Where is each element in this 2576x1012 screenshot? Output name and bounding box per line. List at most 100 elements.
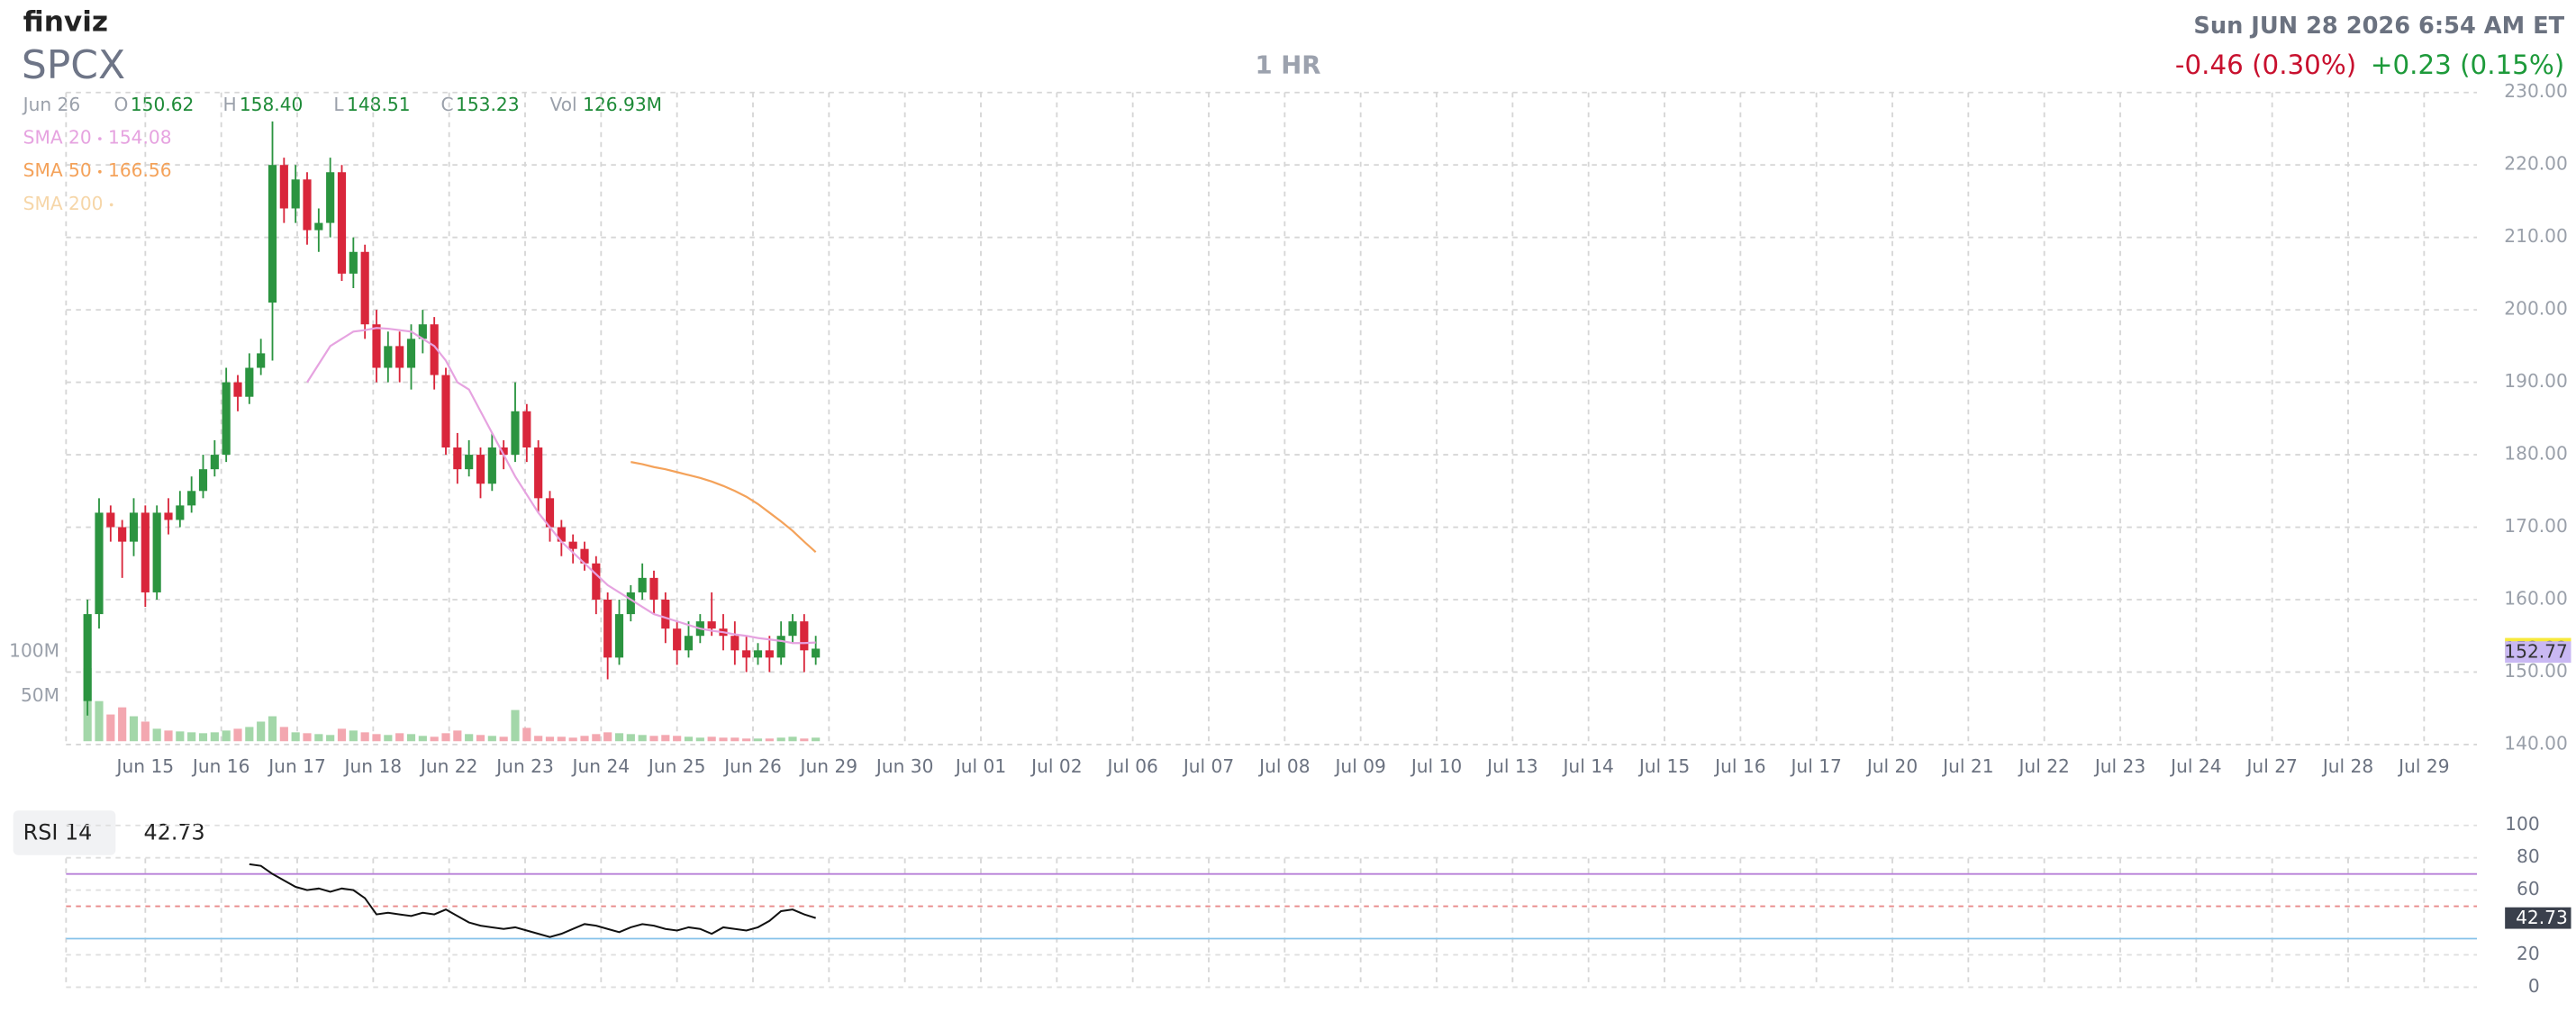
sma-legend-value: 166.56: [108, 159, 172, 181]
volume-bar: [568, 737, 577, 742]
volume-bar: [326, 735, 335, 742]
candle-body: [800, 621, 809, 651]
y-tick-label: 0: [2528, 975, 2540, 997]
candle-body: [210, 455, 219, 470]
datetime: Sun JUN 28 2026 6:54 AM ET: [2193, 13, 2564, 40]
x-tick-label: Jun 24: [571, 755, 630, 777]
x-tick-label: Jun 29: [799, 755, 858, 777]
volume-bar: [800, 738, 809, 742]
candle-body: [268, 165, 277, 303]
x-tick-label: Jul 28: [2321, 755, 2373, 777]
candle-body: [592, 563, 601, 600]
candle-body: [812, 648, 821, 658]
candle-body: [487, 447, 496, 484]
volume-bar: [337, 728, 347, 742]
legend-separator: [98, 137, 102, 140]
candle-body: [476, 455, 485, 484]
rsi-badge: [2505, 907, 2571, 929]
candle-body: [430, 324, 439, 375]
candle-body: [372, 324, 381, 368]
volume-bar: [176, 731, 185, 742]
candle-body: [649, 577, 658, 600]
sma-legend-name: SMA 50: [23, 159, 92, 181]
volume-bar: [406, 734, 416, 742]
candle-body: [384, 346, 393, 368]
candle-body: [360, 251, 369, 325]
volume-bar: [580, 736, 589, 742]
volume-bar: [776, 737, 785, 742]
x-tick-label: Jul 24: [2169, 755, 2221, 777]
x-tick-label: Jun 16: [191, 755, 250, 777]
x-tick-label: Jul 15: [1637, 755, 1690, 777]
y-tick-label: 160.00: [2504, 587, 2568, 609]
candle-body: [511, 411, 520, 456]
candle-body: [83, 614, 92, 701]
volume-bar: [430, 736, 439, 742]
timeframe[interactable]: 1 HR: [1256, 50, 1321, 79]
volume-bar: [314, 734, 323, 742]
volume-bar: [557, 736, 566, 742]
candle-body: [418, 324, 427, 339]
y-tick-label: 180.00: [2504, 443, 2568, 465]
price-badge-label: 152.77: [2504, 641, 2568, 663]
candle-body: [465, 455, 474, 470]
candle-body: [673, 628, 682, 651]
legend-label: H: [223, 94, 237, 115]
volume-bar: [453, 730, 462, 742]
candle-body: [522, 411, 531, 448]
candle-body: [707, 621, 716, 629]
volume-bar: [465, 734, 474, 742]
candle-body: [233, 382, 242, 397]
candle-body: [349, 251, 358, 274]
volume-bar: [487, 736, 496, 742]
candle-body: [753, 650, 763, 658]
x-tick-label: Jul 13: [1485, 755, 1537, 777]
x-tick-label: Jul 22: [2017, 755, 2069, 777]
candle-body: [222, 382, 231, 456]
volume-bar: [695, 737, 704, 742]
rsi-label-box[interactable]: [13, 810, 116, 855]
candle-body: [742, 650, 751, 658]
rsi-value: 42.73: [144, 819, 205, 845]
x-tick-label: Jun 23: [494, 755, 554, 777]
rsi-line: [249, 863, 816, 938]
candle-body: [626, 592, 635, 615]
x-tick-label: Jul 29: [2397, 755, 2449, 777]
candle-body: [557, 527, 566, 542]
volume-bar: [198, 733, 208, 742]
volume-bar: [614, 733, 624, 742]
x-tick-label: Jul 27: [2245, 755, 2297, 777]
sma-line: [306, 327, 816, 645]
y-tick-label: 230.00: [2504, 80, 2568, 102]
legend-value: 150.62: [131, 94, 195, 115]
volume-bar: [626, 734, 635, 742]
candle-body: [499, 447, 508, 456]
volume-bar: [141, 721, 150, 742]
y-tick-label: 170.00: [2504, 515, 2568, 537]
candle-body: [406, 339, 416, 368]
candle-body: [661, 599, 670, 629]
y-tick-label: 100: [2505, 813, 2539, 835]
volume-bar: [210, 732, 219, 742]
volume-bar: [730, 737, 739, 742]
sma-legend-name: SMA 200: [23, 193, 104, 214]
candle-body: [118, 527, 127, 542]
x-tick-label: Jul 21: [1941, 755, 1993, 777]
volume-bar: [522, 727, 531, 742]
candle-body: [326, 172, 335, 223]
candle-body: [257, 353, 266, 368]
volume-bar: [418, 736, 427, 742]
volume-bar: [360, 732, 369, 742]
volume-bar: [349, 730, 358, 742]
y-tick-label: 220.00: [2504, 153, 2568, 175]
volume-bar: [395, 733, 404, 742]
candle-body: [337, 172, 347, 274]
y-tick-label: 80: [2517, 845, 2540, 867]
candle-body: [164, 512, 173, 520]
candle-body: [176, 505, 185, 520]
candle-body: [603, 599, 612, 658]
candle-body: [314, 222, 323, 230]
logo[interactable]: finviz: [23, 6, 108, 39]
candle-body: [129, 512, 139, 542]
ticker: SPCX: [22, 42, 125, 88]
